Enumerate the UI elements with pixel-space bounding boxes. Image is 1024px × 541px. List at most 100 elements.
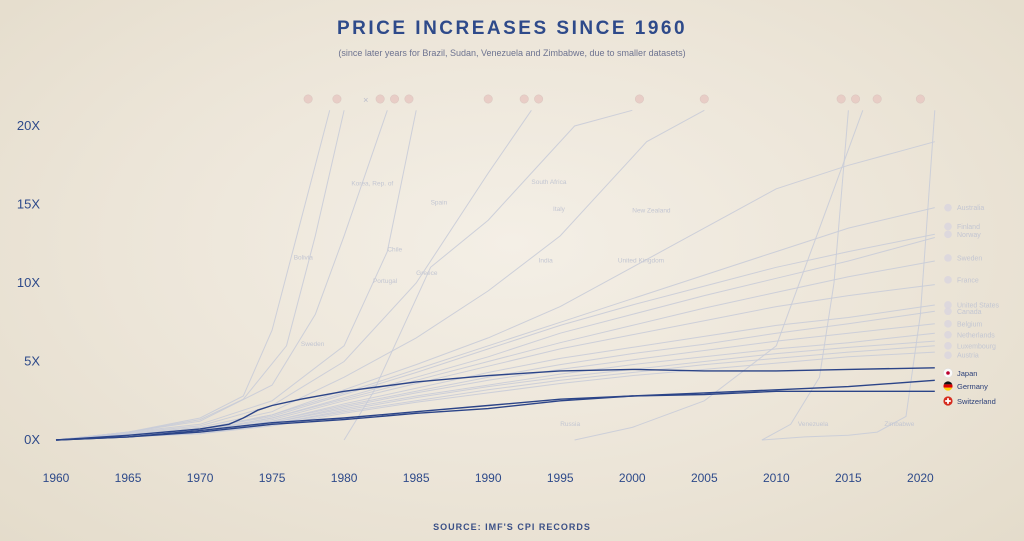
background-series-line bbox=[574, 110, 864, 441]
right-series-label: Sweden bbox=[957, 255, 982, 262]
x-tick-label: 1960 bbox=[43, 471, 70, 485]
flag-icon bbox=[944, 222, 952, 231]
switzerland-flag-icon bbox=[943, 396, 953, 406]
highlight-series-label: Switzerland bbox=[957, 397, 996, 406]
flag-icon bbox=[851, 94, 861, 104]
flag-icon bbox=[836, 94, 846, 104]
x-tick-label: 2015 bbox=[835, 471, 862, 485]
flag-icon bbox=[872, 94, 882, 104]
germany-flag-icon bbox=[943, 381, 953, 391]
series-label: India bbox=[539, 258, 553, 265]
japan-flag-icon bbox=[943, 368, 953, 378]
background-series-line bbox=[55, 284, 935, 441]
series-label: Zimbabwe bbox=[884, 421, 914, 428]
flag-icon bbox=[390, 94, 400, 104]
flag-icon bbox=[944, 254, 952, 262]
background-series-line bbox=[55, 109, 705, 441]
flag-icon bbox=[483, 94, 493, 104]
highlight-series-line bbox=[55, 367, 935, 441]
right-series-label: Luxembourg bbox=[957, 343, 996, 350]
chart-subtitle: (since later years for Brazil, Sudan, Ve… bbox=[338, 48, 686, 58]
background-series-line bbox=[761, 110, 936, 441]
right-series-label: Belgium bbox=[957, 321, 982, 328]
highlighted-lines bbox=[55, 367, 935, 441]
right-series-label: Norway bbox=[957, 232, 981, 239]
flag-icon bbox=[303, 94, 313, 104]
x-tick-label: 2005 bbox=[691, 471, 718, 485]
flag-icon bbox=[519, 94, 529, 104]
background-labels: Bolivia Korea, Rep. of Chile Portugal Greece… bbox=[294, 179, 915, 428]
background-series-line bbox=[55, 233, 935, 441]
x-tick-label: 1990 bbox=[475, 471, 502, 485]
highlight-series-label: Japan bbox=[957, 369, 977, 378]
axis-ticks: 1960 1965 1970 1975 1980 1985 1990 1995 2000 2005… bbox=[17, 118, 934, 485]
top-flags: × bbox=[303, 94, 925, 105]
series-label: Greece bbox=[416, 270, 438, 277]
background-series-line bbox=[343, 109, 633, 441]
flag-icon bbox=[915, 94, 925, 104]
x-tick-label: 2000 bbox=[619, 471, 646, 485]
series-label: Chile bbox=[387, 247, 402, 254]
y-tick-label: 20X bbox=[17, 118, 40, 133]
flag-icon bbox=[944, 320, 952, 328]
flag-icon bbox=[944, 276, 952, 284]
right-series-label: France bbox=[957, 277, 979, 284]
flag-icon bbox=[944, 351, 952, 360]
flag-icon bbox=[944, 203, 952, 212]
series-label: Italy bbox=[553, 206, 566, 213]
x-tick-label: 1995 bbox=[547, 471, 574, 485]
y-tick-label: 15X bbox=[17, 197, 40, 212]
background-series-line bbox=[55, 110, 532, 441]
series-label: Bolivia bbox=[294, 254, 314, 261]
highlight-series-line bbox=[55, 379, 935, 441]
flag-icon bbox=[944, 301, 952, 309]
background-series-line bbox=[55, 110, 417, 441]
series-label: Russia bbox=[560, 421, 580, 428]
x-tick-label: 1975 bbox=[259, 471, 286, 485]
right-series-label: Austria bbox=[957, 353, 979, 360]
background-series-line bbox=[55, 110, 331, 441]
flag-icon bbox=[375, 94, 385, 104]
flag-icon bbox=[944, 331, 952, 339]
svg-text:×: × bbox=[363, 95, 368, 105]
right-series-label: Australia bbox=[957, 205, 984, 212]
right-series-label: United States bbox=[957, 302, 1000, 309]
x-tick-label: 2010 bbox=[763, 471, 790, 485]
flag-icon bbox=[634, 94, 644, 104]
flag-icon bbox=[332, 94, 342, 104]
chart-title: PRICE INCREASES SINCE 1960 bbox=[336, 18, 688, 39]
background-series-line bbox=[55, 141, 935, 441]
background-series-line bbox=[55, 110, 345, 441]
background-series-line bbox=[55, 110, 388, 441]
source-note: SOURCE: IMF'S CPI RECORDS bbox=[433, 522, 591, 532]
flag-icon bbox=[534, 94, 544, 104]
flag-icon bbox=[944, 342, 952, 350]
background-lines bbox=[55, 109, 936, 441]
x-tick-label: 1985 bbox=[403, 471, 430, 485]
x-tick-label: 1970 bbox=[187, 471, 214, 485]
close-icon: × bbox=[363, 95, 368, 105]
background-series-line bbox=[55, 304, 935, 441]
x-tick-label: 2020 bbox=[907, 471, 934, 485]
series-label: New Zealand bbox=[632, 207, 671, 214]
background-series-line bbox=[55, 207, 935, 441]
right-series-label: Finland bbox=[957, 224, 980, 231]
x-tick-label: 1980 bbox=[331, 471, 358, 485]
highlight-series-line bbox=[55, 390, 935, 441]
series-label: Portugal bbox=[373, 278, 398, 285]
background-series-line bbox=[55, 351, 935, 441]
flag-icon bbox=[944, 307, 952, 316]
flag-icon bbox=[699, 94, 709, 104]
y-tick-label: 10X bbox=[17, 275, 40, 290]
series-label: United Kingdom bbox=[618, 258, 664, 265]
series-label: South Africa bbox=[531, 179, 566, 186]
highlight-series-label: Germany bbox=[957, 382, 988, 391]
y-tick-label: 5X bbox=[24, 354, 40, 369]
flag-icon bbox=[944, 230, 952, 239]
y-tick-label: 0X bbox=[24, 432, 40, 447]
series-label: Sweden bbox=[301, 341, 325, 348]
background-series-line bbox=[761, 110, 849, 441]
